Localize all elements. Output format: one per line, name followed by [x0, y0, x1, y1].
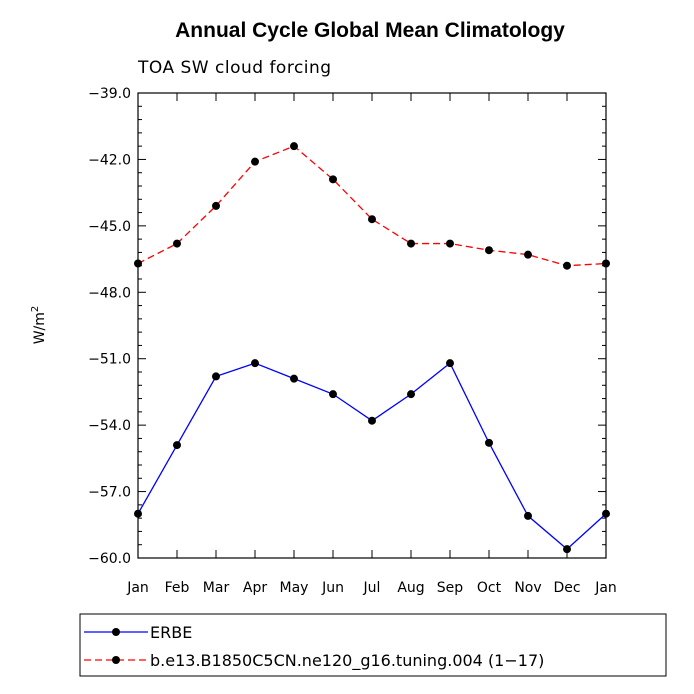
- y-tick-label: −39.0: [88, 86, 131, 102]
- data-point: [134, 509, 142, 518]
- x-tick-label: Jul: [363, 580, 381, 596]
- y-axis-label-text: W/m: [32, 312, 48, 344]
- data-point: [251, 157, 259, 166]
- data-point: [212, 372, 220, 381]
- series-line: [137, 145, 607, 267]
- data-point: [524, 250, 532, 259]
- data-point: [485, 438, 493, 447]
- x-tick-label: Jan: [126, 580, 149, 596]
- plot-frame: [137, 92, 607, 559]
- data-point: [524, 511, 532, 520]
- series-layer: [134, 142, 610, 554]
- x-tick-label: Feb: [165, 580, 190, 596]
- legend: ERBE b.e13.B1850C5CN.ne120_g16.tuning.004…: [79, 613, 667, 677]
- plot-border: [137, 92, 607, 559]
- legend-box: [79, 613, 667, 677]
- data-point: [290, 142, 298, 151]
- data-point: [407, 239, 415, 248]
- chart-subtitle: TOA SW cloud forcing: [137, 58, 332, 78]
- series-erbe: [134, 359, 610, 554]
- data-point: [446, 359, 454, 368]
- y-tick-label: −51.0: [88, 352, 131, 368]
- data-point: [407, 390, 415, 399]
- x-tick-label: Mar: [203, 580, 230, 596]
- y-tick-label: −54.0: [88, 418, 131, 434]
- data-point: [446, 239, 454, 248]
- y-axis-label-superscript: 2: [30, 306, 41, 312]
- x-tick-label: Oct: [477, 580, 502, 596]
- series-model: [134, 142, 610, 270]
- data-point: [251, 359, 259, 368]
- x-tick-label: Sep: [437, 580, 464, 596]
- data-point: [212, 201, 220, 210]
- legend-marker: [112, 628, 120, 636]
- data-point: [329, 175, 337, 184]
- x-tick-label: Apr: [243, 580, 267, 596]
- y-axis-label: W/m2: [30, 306, 48, 345]
- y-tick-label: −48.0: [88, 285, 131, 301]
- y-tick-label: −42.0: [88, 152, 131, 168]
- data-point: [134, 259, 142, 268]
- x-tick-label: Jun: [321, 580, 344, 596]
- legend-label: b.e13.B1850C5CN.ne120_g16.tuning.004 (1−…: [150, 651, 544, 671]
- x-tick-label: Dec: [553, 580, 580, 596]
- legend-marker: [112, 656, 120, 664]
- data-point: [173, 441, 181, 450]
- x-tick-label: Aug: [397, 580, 424, 596]
- data-point: [368, 215, 376, 224]
- series-line: [137, 362, 607, 551]
- x-axis: Jan Feb Mar Apr May Jun Jul Aug Sep Oct Nov Dec Jan: [126, 93, 617, 596]
- data-point: [602, 509, 610, 518]
- x-tick-label: Nov: [514, 580, 541, 596]
- y-axis: −39.0 −42.0 −45.0 −48.0 −51.0 −54.0 −57.0 −60.0: [88, 86, 606, 567]
- svg-text:W/m2: W/m2: [30, 306, 48, 345]
- legend-label: ERBE: [150, 623, 192, 642]
- data-point: [602, 259, 610, 268]
- data-point: [290, 374, 298, 383]
- y-tick-label: −45.0: [88, 219, 131, 235]
- x-tick-label: Jan: [594, 580, 617, 596]
- data-point: [329, 390, 337, 399]
- y-tick-label: −60.0: [88, 551, 131, 567]
- data-point: [485, 246, 493, 255]
- x-tick-label: May: [280, 580, 309, 596]
- chart-title: Annual Cycle Global Mean Climatology: [175, 19, 565, 42]
- y-tick-label: −57.0: [88, 485, 131, 501]
- data-point: [173, 239, 181, 248]
- data-point: [563, 261, 571, 270]
- data-point: [563, 545, 571, 554]
- data-point: [368, 416, 376, 425]
